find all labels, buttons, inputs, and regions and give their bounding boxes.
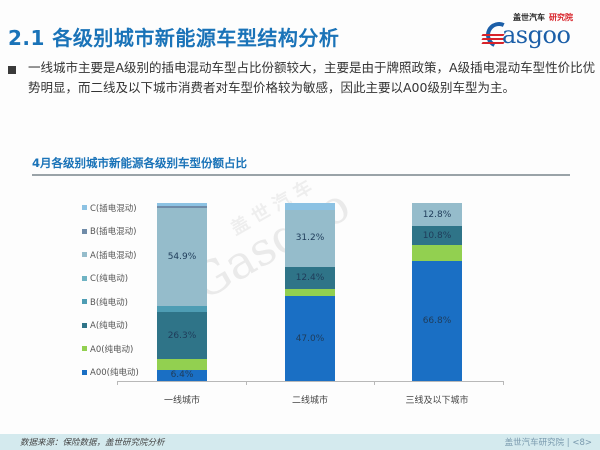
summary-paragraph: 一线城市主要是A级别的插电混动车型占比份额较大，主要是由于牌照政策，A级插电混动… <box>28 60 596 95</box>
legend-swatch-icon <box>82 252 87 258</box>
legend-swatch-icon <box>82 369 87 375</box>
chart-title: 4月各级别城市新能源各级别车型份额占比 <box>32 156 247 170</box>
footer: 数据来源：保险数据，盖世研究院分析 盖世汽车研究院 | <8> <box>0 434 600 450</box>
logo-en: asgoo <box>502 21 571 49</box>
axis-tick <box>246 381 247 385</box>
legend-label: A(插电混动) <box>90 250 137 261</box>
bar-segment: 66.8% <box>412 260 462 381</box>
bullet-square-icon <box>8 66 16 74</box>
axis-tick <box>374 381 375 385</box>
axis-tick <box>503 381 504 385</box>
bar-segment: 47.0% <box>285 296 335 381</box>
bar-segment: 54.9% <box>157 208 207 306</box>
bar-segment: 26.3% <box>157 312 207 360</box>
legend-item: A0(纯电动) <box>82 337 139 361</box>
bar-segment: 31.2% <box>285 210 335 267</box>
bar-segment <box>157 305 207 313</box>
x-axis-label: 一线城市 <box>163 396 200 406</box>
logo-cn: 盖世汽车 研究院 <box>513 13 573 22</box>
bar-segment <box>157 203 207 206</box>
bar-segment: 10.8% <box>412 226 462 246</box>
bar-segment: 12.8% <box>412 203 462 227</box>
page-number: 盖世汽车研究院 | <8> <box>504 438 592 448</box>
data-source: 数据来源：保险数据，盖世研究院分析 <box>20 438 165 448</box>
bar-segment <box>157 205 207 209</box>
legend-label: B(纯电动) <box>90 297 128 308</box>
bar-segment <box>157 359 207 370</box>
legend-label: A(纯电动) <box>90 321 128 332</box>
legend-item: B(插电混动) <box>82 220 139 244</box>
page-title: 2.1 各级别城市新能源车型结构分析 <box>8 26 340 50</box>
x-axis-label: 二线城市 <box>291 396 328 406</box>
axis-tick <box>117 381 118 385</box>
legend-label: A0(纯电动) <box>90 344 134 355</box>
legend-swatch-icon <box>82 275 87 281</box>
stacked-bar: 47.0% 12.4% 31.2% <box>285 203 335 381</box>
logo-stripes-icon <box>481 34 505 48</box>
bar-segment <box>412 245 462 261</box>
legend-swatch-icon <box>82 205 87 211</box>
stacked-bar: 6.4% 26.3% 54.9% <box>157 203 207 381</box>
bar-segment <box>285 203 335 211</box>
legend-label: C(纯电动) <box>90 274 129 285</box>
legend-item: A(纯电动) <box>82 314 139 338</box>
bar-segment: 6.4% <box>157 369 207 381</box>
gasgoo-logo: 盖世汽车 研究院 asgoo <box>480 12 590 52</box>
legend-swatch-icon <box>82 299 87 305</box>
legend-label: A00(纯电动) <box>90 368 139 379</box>
bar-segment: 12.4% <box>285 266 335 289</box>
legend-item: A00(纯电动) <box>82 361 139 385</box>
legend-swatch-icon <box>82 346 87 352</box>
bar-segment <box>285 288 335 297</box>
legend-label: B(插电混动) <box>90 227 137 238</box>
legend-item: A(插电混动) <box>82 243 139 267</box>
chart-title-rule <box>32 174 570 176</box>
chart-legend: C(插电混动) B(插电混动) A(插电混动) C(纯电动) B(纯电动) A(纯电动) A… <box>82 196 139 384</box>
x-axis <box>117 381 503 382</box>
legend-item: C(插电混动) <box>82 196 139 220</box>
legend-swatch-icon <box>82 228 87 234</box>
legend-swatch-icon <box>82 322 87 328</box>
legend-label: C(插电混动) <box>90 203 137 214</box>
x-axis-label: 三线及以下城市 <box>405 396 469 406</box>
legend-item: B(纯电动) <box>82 290 139 314</box>
stacked-bar: 66.8% 10.8% 12.8% <box>412 203 462 381</box>
legend-item: C(纯电动) <box>82 267 139 291</box>
